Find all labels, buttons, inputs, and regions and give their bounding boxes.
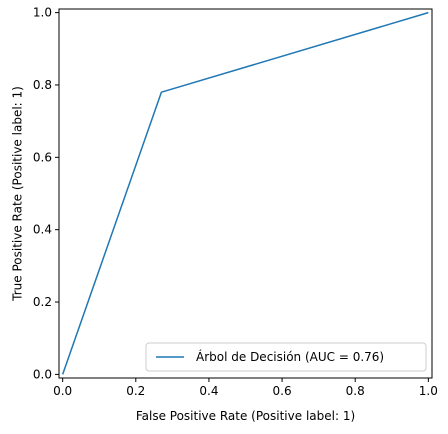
y-tick-label: 0.4 <box>33 223 52 237</box>
y-tick-label: 0.2 <box>33 295 52 309</box>
y-axis-label: True Positive Rate (Positive label: 1) <box>11 86 25 302</box>
y-axis-ticks: 0.0 0.2 0.4 0.6 0.8 1.0 <box>33 6 59 381</box>
roc-curve-line <box>61 11 429 375</box>
x-tick-label: 0.2 <box>126 384 145 398</box>
x-tick-label: 0.4 <box>199 384 218 398</box>
y-tick-label: 0.8 <box>33 78 52 92</box>
legend-entry-label: Árbol de Decisión (AUC = 0.76) <box>196 349 384 364</box>
x-tick-label: 0.8 <box>346 384 365 398</box>
x-tick-label: 1.0 <box>419 384 438 398</box>
series-layer <box>61 11 429 375</box>
y-tick-label: 1.0 <box>33 6 52 20</box>
x-tick-label: 0.6 <box>273 384 292 398</box>
x-axis-ticks: 0.0 0.2 0.4 0.6 0.8 1.0 <box>53 378 438 398</box>
x-axis-label: False Positive Rate (Positive label: 1) <box>136 409 355 423</box>
plot-area: 0.0 0.2 0.4 0.6 0.8 1.0 0.0 0.2 0.4 0.6 0.8 1.0 <box>33 6 438 398</box>
legend-box <box>145 342 427 372</box>
legend: Árbol de Decisión (AUC = 0.76) <box>145 342 427 372</box>
y-tick-label: 0.6 <box>33 150 52 164</box>
y-tick-label: 0.0 <box>33 367 52 381</box>
x-tick-label: 0.0 <box>53 384 72 398</box>
plot-frame <box>58 8 433 379</box>
